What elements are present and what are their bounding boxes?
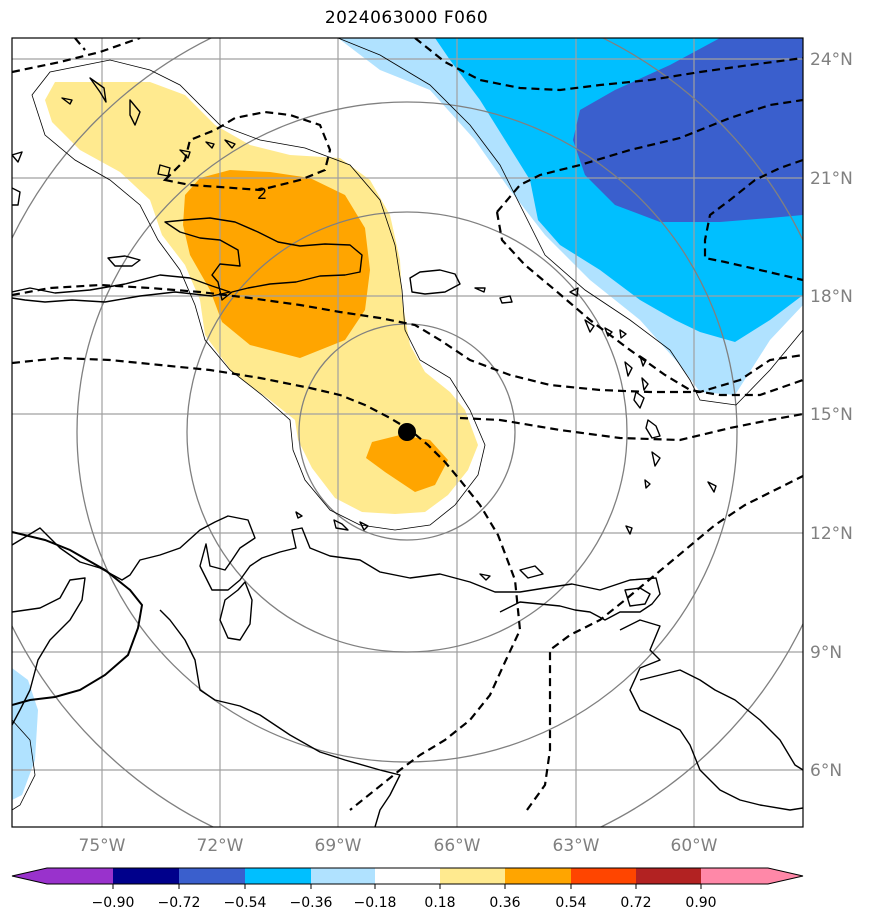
colorbar-swatch	[47, 868, 113, 884]
lat-label: 6°N	[810, 761, 842, 781]
shade-royal-blue	[573, 38, 803, 222]
colorbar-swatch	[311, 868, 375, 884]
colorbar-swatch	[245, 868, 311, 884]
lat-label: 15°N	[810, 405, 853, 425]
shade-orange-south	[366, 435, 448, 492]
colorbar-swatch	[571, 868, 636, 884]
shade-outlines	[12, 38, 803, 811]
lon-label: 60°W	[671, 836, 718, 856]
colorbar-swatch	[636, 868, 701, 884]
colorbar-swatch	[505, 868, 571, 884]
map-frame	[11, 37, 804, 828]
colorbar-swatch	[701, 868, 768, 884]
lon-labels: 75°W 72°W 69°W 66°W 63°W 60°W	[79, 836, 718, 856]
colorbar-swatch	[113, 868, 179, 884]
lat-label: 24°N	[810, 50, 853, 70]
colorbar-tick-label: 0.36	[489, 895, 520, 911]
colorbar-extend-high	[768, 868, 803, 884]
colorbar-tick-label: −0.36	[290, 895, 333, 911]
dashed-contours	[12, 38, 803, 811]
colorbar-swatch	[179, 868, 245, 884]
colorbar-tick-label: −0.72	[158, 895, 201, 911]
colorbar-outline	[11, 867, 804, 885]
coastlines	[12, 77, 803, 827]
lon-label: 66°W	[434, 836, 481, 856]
lat-labels: 24°N 21°N 18°N 15°N 12°N 9°N 6°N	[810, 50, 853, 781]
lon-label: 63°W	[553, 836, 600, 856]
contour-label: 2	[257, 184, 267, 203]
colorbar-tick-label: −0.18	[354, 895, 397, 911]
colorbar-tick-label: 0.54	[555, 895, 586, 911]
lon-label: 75°W	[79, 836, 126, 856]
colorbar: −0.90 −0.72 −0.54 −0.36 −0.18 0.18 0.36 …	[11, 867, 804, 911]
map-title: 2024063000 F060	[324, 8, 489, 28]
lon-label: 69°W	[315, 836, 362, 856]
colorbar-extend-low	[12, 868, 47, 884]
lat-label: 21°N	[810, 169, 853, 189]
lat-label: 12°N	[810, 524, 853, 544]
lat-label: 9°N	[810, 643, 842, 663]
range-rings	[12, 38, 803, 827]
shade-orange-north	[183, 170, 370, 358]
colorbar-tick-label: 0.90	[685, 895, 716, 911]
colorbar-swatch	[440, 868, 505, 884]
storm-center-marker	[398, 423, 416, 441]
map-area: 2	[12, 38, 803, 827]
colorbar-tick-label: −0.54	[224, 895, 267, 911]
lat-label: 18°N	[810, 287, 853, 307]
country-border	[12, 531, 144, 706]
colorbar-tick-label: −0.90	[92, 895, 135, 911]
colorbar-tick-label: 0.72	[620, 895, 651, 911]
lon-label: 72°W	[197, 836, 244, 856]
colorbar-swatch	[375, 868, 440, 884]
colorbar-tick-label: 0.18	[424, 895, 455, 911]
